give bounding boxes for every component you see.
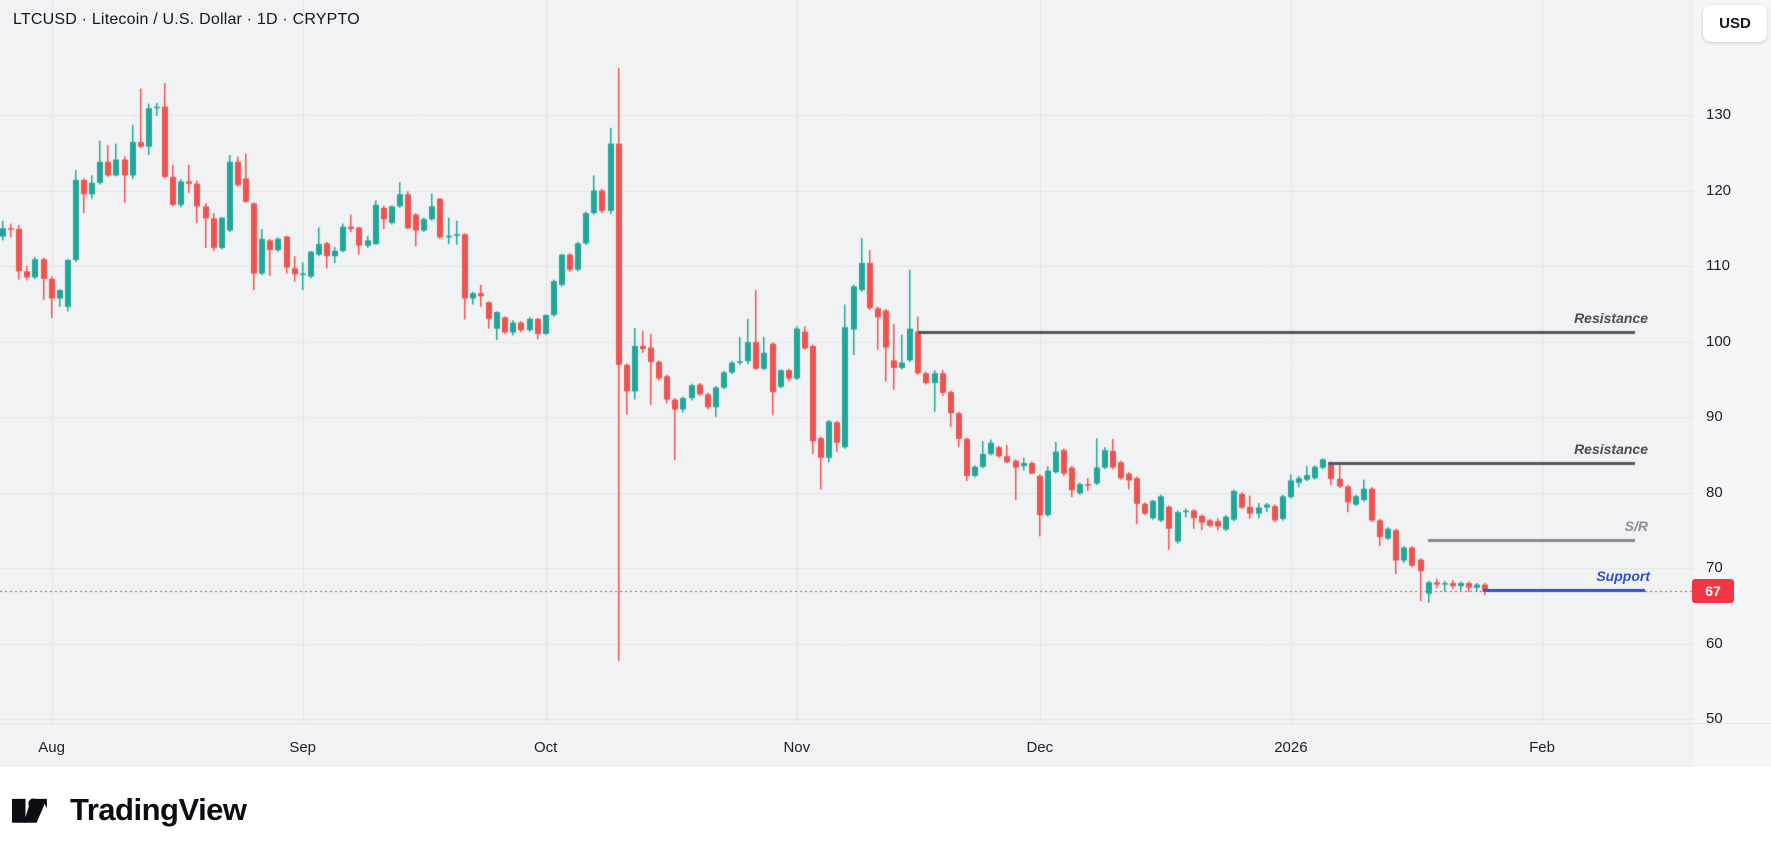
level-label-sr-level[interactable]: S/R	[1624, 518, 1648, 535]
tradingview-logo-icon	[12, 798, 47, 823]
level-label-resistance-lower[interactable]: Resistance	[1574, 441, 1648, 458]
level-label-support-level[interactable]: Support	[1596, 567, 1650, 584]
last-price-badge[interactable]: 67	[1692, 578, 1734, 603]
price-chart-canvas[interactable]	[0, 0, 1771, 767]
tradingview-logo-text: TradingView	[70, 792, 247, 827]
level-label-resistance-upper[interactable]: Resistance	[1574, 309, 1648, 326]
tradingview-logo[interactable]: TradingView	[12, 792, 247, 828]
symbol-title[interactable]: LTCUSD · Litecoin / U.S. Dollar · 1D · C…	[13, 11, 360, 28]
currency-usd-button[interactable]: USD	[1703, 5, 1767, 42]
chart-area: LTCUSD · Litecoin / U.S. Dollar · 1D · C…	[0, 0, 1771, 767]
